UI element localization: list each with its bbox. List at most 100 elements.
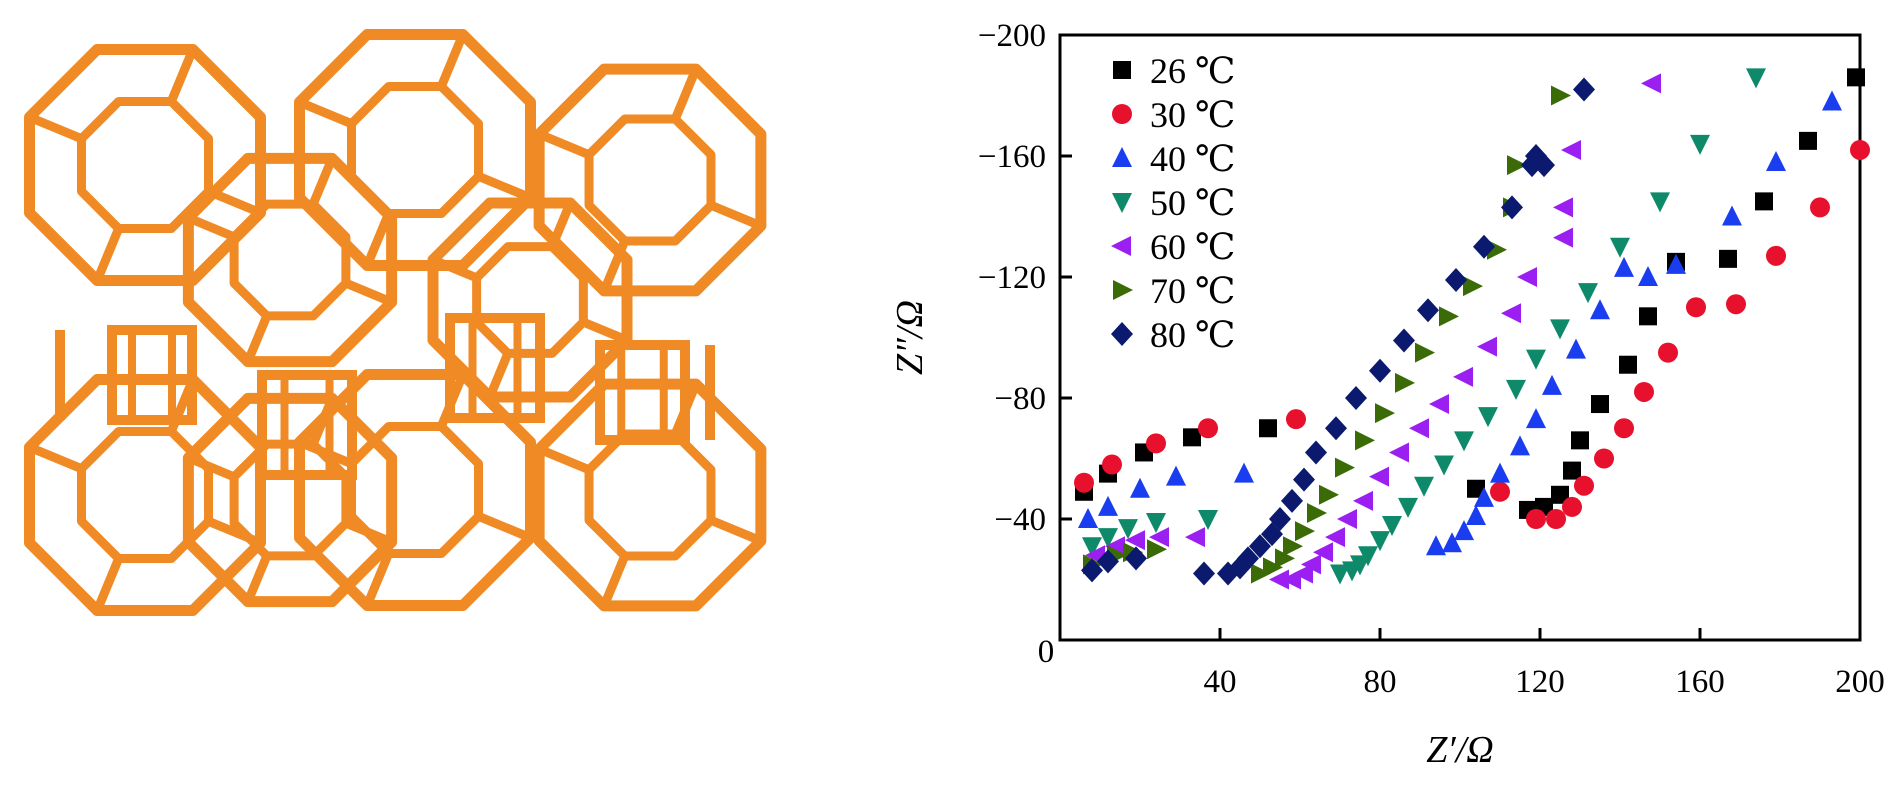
data-points xyxy=(1074,68,1870,590)
data-point xyxy=(1301,554,1321,575)
data-point xyxy=(1398,497,1418,518)
data-point xyxy=(1125,546,1147,571)
legend: 26 ℃30 ℃40 ℃50 ℃60 ℃70 ℃80 ℃ xyxy=(1111,51,1235,355)
data-point xyxy=(1414,476,1434,497)
data-point xyxy=(1542,374,1562,395)
series-4 xyxy=(1085,73,1661,590)
legend-label: 26 ℃ xyxy=(1150,51,1235,91)
data-point xyxy=(1369,466,1389,487)
data-point xyxy=(1474,486,1494,507)
data-point xyxy=(1193,561,1215,586)
data-point xyxy=(1445,268,1467,293)
legend-marker xyxy=(1111,322,1133,346)
data-point xyxy=(1454,431,1474,452)
data-point xyxy=(1551,485,1569,504)
data-point xyxy=(1237,546,1259,571)
data-point xyxy=(1562,496,1582,517)
data-point xyxy=(1417,298,1439,323)
data-point xyxy=(1454,520,1474,541)
data-point xyxy=(1501,303,1521,324)
data-point xyxy=(1507,155,1527,176)
data-point xyxy=(1506,379,1526,400)
data-point xyxy=(1690,134,1710,155)
data-point xyxy=(1118,519,1138,540)
legend-label: 60 ℃ xyxy=(1150,227,1235,267)
data-point xyxy=(1490,481,1510,502)
data-point xyxy=(1501,195,1523,220)
data-point xyxy=(1370,531,1390,552)
legend-marker xyxy=(1113,61,1131,79)
data-point xyxy=(1146,513,1166,534)
data-point xyxy=(1345,386,1367,410)
data-point xyxy=(1610,237,1630,258)
series-1 xyxy=(1074,139,1870,529)
data-point xyxy=(1822,90,1842,111)
data-point xyxy=(1722,205,1742,226)
data-point xyxy=(1185,527,1205,548)
x-axis-label: Z′/Ω xyxy=(1426,729,1493,771)
data-point xyxy=(1293,467,1315,492)
data-point xyxy=(1249,534,1271,559)
plot-frame xyxy=(1058,33,1862,642)
y-axis-ticks: −40 −80 −120 −160 −200 xyxy=(978,18,1072,642)
data-point xyxy=(1526,509,1546,529)
data-point xyxy=(1434,455,1454,476)
data-point xyxy=(1478,407,1498,428)
data-point xyxy=(1553,227,1573,248)
data-point xyxy=(1251,563,1271,584)
y-axis-label: Z″/Ω xyxy=(889,300,931,375)
data-point xyxy=(1369,358,1391,383)
data-point xyxy=(1269,569,1289,590)
data-point xyxy=(1755,192,1773,211)
data-point xyxy=(1553,197,1573,218)
data-point xyxy=(1526,349,1546,370)
data-point xyxy=(1307,502,1327,523)
data-point xyxy=(1799,131,1817,150)
data-point xyxy=(1719,249,1737,268)
data-point xyxy=(1375,403,1395,424)
data-point xyxy=(1355,430,1375,451)
data-point xyxy=(1526,408,1546,429)
legend-marker xyxy=(1113,280,1133,300)
data-point xyxy=(1639,307,1657,326)
data-point xyxy=(1098,528,1118,549)
legend-label: 50 ℃ xyxy=(1150,183,1235,223)
legend-marker xyxy=(1112,147,1132,167)
data-point xyxy=(1353,490,1373,511)
series-3 xyxy=(1082,68,1766,585)
data-point xyxy=(1551,85,1571,106)
data-point xyxy=(1850,139,1870,160)
data-point xyxy=(1614,256,1634,277)
data-point xyxy=(1578,283,1598,304)
legend-label: 40 ℃ xyxy=(1150,139,1235,179)
data-point xyxy=(1335,457,1355,478)
data-point xyxy=(1130,477,1150,498)
y-tick-label: −40 xyxy=(994,502,1046,538)
data-point xyxy=(1259,419,1277,438)
data-point xyxy=(1533,153,1555,178)
data-point xyxy=(1337,509,1357,529)
data-point xyxy=(1098,495,1118,516)
y-tick-label: −160 xyxy=(978,139,1046,175)
data-point xyxy=(1263,557,1283,578)
data-point xyxy=(1619,355,1637,374)
y-tick-label: −80 xyxy=(994,381,1046,417)
data-point xyxy=(1546,509,1566,529)
data-point xyxy=(1350,555,1370,576)
data-point xyxy=(1561,139,1581,160)
data-point xyxy=(1453,366,1473,387)
data-point xyxy=(1393,328,1415,353)
data-point xyxy=(1330,564,1350,585)
data-point xyxy=(1563,461,1581,480)
data-point xyxy=(1571,431,1589,450)
data-point xyxy=(1293,563,1313,584)
data-point xyxy=(1574,475,1594,496)
data-point xyxy=(1097,549,1119,574)
data-point xyxy=(1591,395,1609,414)
series-6 xyxy=(1081,77,1595,586)
data-point xyxy=(1078,508,1098,528)
data-point xyxy=(1283,536,1303,557)
data-point xyxy=(1275,548,1295,569)
data-point xyxy=(1550,319,1570,340)
